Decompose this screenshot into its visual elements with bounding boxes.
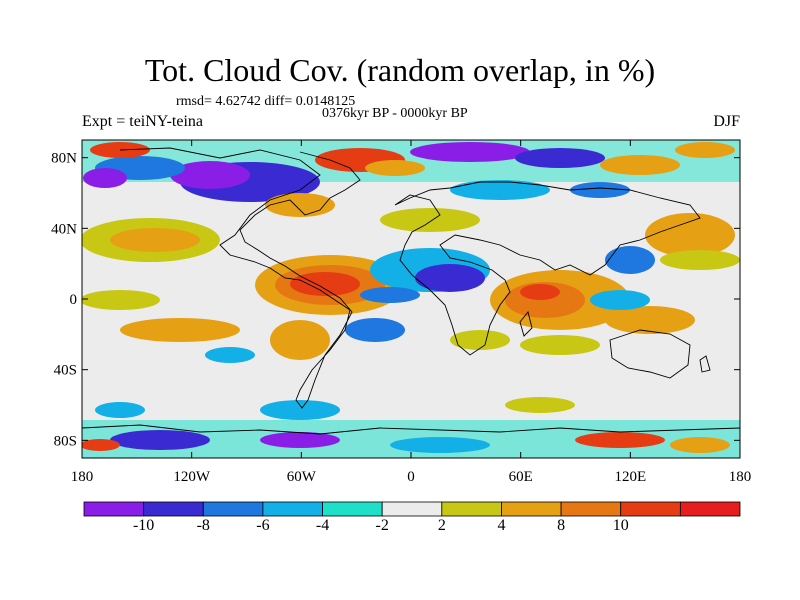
season-label: DJF (713, 113, 740, 130)
colorbar-label: -10 (132, 517, 155, 534)
anomaly-field (82, 140, 740, 458)
lat-label: 80N (51, 151, 77, 167)
rmsd-diff-stats: rmsd= 4.62742 diff= 0.0148125 (176, 94, 356, 109)
coastlines (82, 147, 740, 435)
lat-label: 80S (54, 433, 77, 449)
colorbar-label: 4 (497, 517, 506, 534)
lon-label: 60E (509, 469, 533, 485)
colorbar-label: 2 (437, 517, 446, 534)
lon-label: 120E (614, 469, 646, 485)
colorbar-label: -4 (315, 517, 330, 534)
colorbar-label: -8 (196, 517, 210, 534)
lon-label: 180 (729, 469, 752, 485)
colorbar-label: -6 (256, 517, 270, 534)
lat-label: 40N (51, 221, 77, 237)
colorbar-swatch (322, 501, 383, 517)
lat-label: 0 (70, 292, 78, 308)
colorbar-swatch (202, 501, 264, 517)
colorbar-swatch (560, 501, 622, 517)
colorbar-swatch (441, 501, 502, 517)
colorbar-swatch (679, 501, 741, 517)
lon-label: 0 (407, 469, 415, 485)
lat-label: 40S (54, 363, 77, 379)
colorbar-swatch (620, 501, 681, 517)
colorbar-swatch (83, 501, 145, 517)
lon-label: 180 (71, 469, 94, 485)
period-label: 0376kyr BP - 0000kyr BP (322, 106, 468, 121)
colorbar-label: 8 (557, 517, 566, 534)
colorbar-swatch (262, 501, 323, 517)
colorbar (83, 501, 741, 517)
lon-label: 120W (173, 469, 211, 485)
colorbar-swatch (143, 501, 204, 517)
map-title: Tot. Cloud Cov. (random overlap, in %) (144, 52, 656, 88)
experiment-label: Expt = teiNY-teina (82, 113, 203, 130)
axis-ticks: 80N 40N 0 40S 80S 180 120W 60W 0 60E 120E 180 (51, 140, 751, 485)
colorbar-swatch (501, 501, 562, 517)
colorbar-label: -2 (375, 517, 389, 534)
colorbar-swatch (381, 501, 443, 517)
colorbar-label: 10 (612, 517, 629, 534)
lon-label: 60W (287, 469, 317, 485)
